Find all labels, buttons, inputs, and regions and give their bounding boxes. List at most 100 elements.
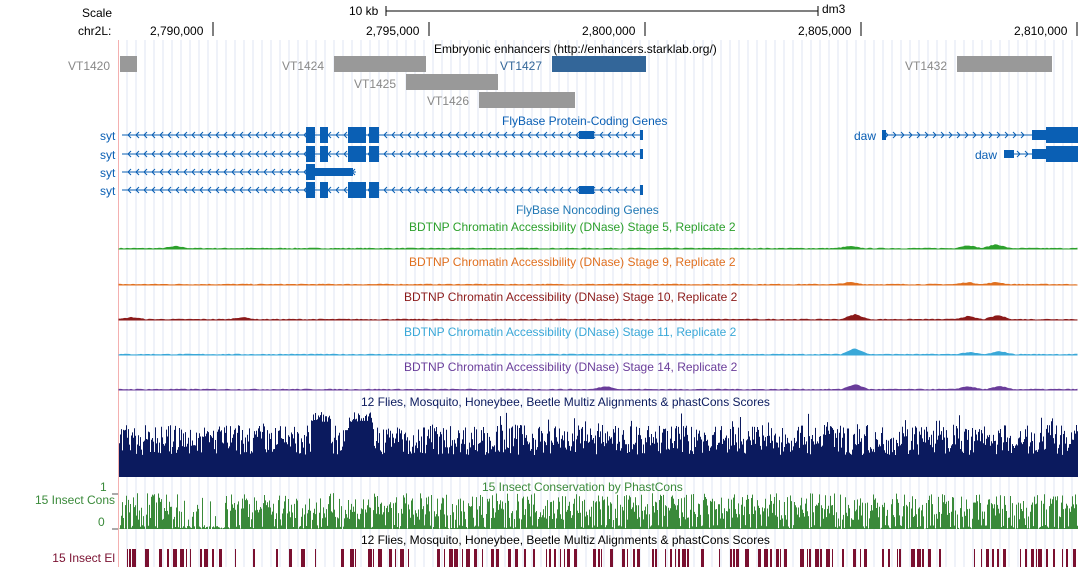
strand-arrow (135, 131, 140, 139)
enhancer-label[interactable]: VT1425 (354, 77, 397, 91)
conserved-element (289, 549, 292, 567)
conserved-element (462, 549, 463, 567)
enhancer-feature[interactable] (957, 56, 1052, 72)
ruler-tick-label: 2,810,000 (1014, 24, 1068, 38)
conserved-element (1003, 549, 1006, 567)
conserved-element (173, 549, 177, 567)
strand-arrow (127, 186, 132, 194)
conserved-element (888, 549, 890, 567)
gene-label-daw[interactable]: daw (854, 129, 877, 143)
conserved-element (524, 549, 526, 567)
strand-arrow (183, 168, 188, 176)
track-title-multiz[interactable]: 12 Flies, Mosquito, Honeybee, Beetle Mul… (361, 395, 770, 409)
strand-arrow (295, 186, 300, 194)
exon-utr (1004, 150, 1014, 158)
track-title-dnase-stage9[interactable]: BDTNP Chromatin Accessibility (DNase) St… (409, 255, 736, 269)
track-title-noncoding[interactable]: FlyBase Noncoding Genes (516, 203, 659, 217)
scale-bar-label: 10 kb (349, 4, 379, 18)
track-title-insect-cons[interactable]: 15 Insect Conservation by PhastCons (482, 480, 683, 494)
conserved-element (200, 549, 202, 567)
conserved-element (832, 549, 833, 567)
dnase-signal (118, 244, 1078, 250)
track-title-dnase-stage14[interactable]: BDTNP Chromatin Accessibility (DNase) St… (404, 360, 738, 374)
enhancer-label-selected[interactable]: VT1427 (500, 59, 543, 73)
side-label-insect-cons[interactable]: 15 Insect Cons (34, 493, 115, 507)
strand-arrow (271, 150, 276, 158)
conserved-element (533, 549, 535, 567)
enhancer-feature[interactable] (406, 74, 498, 90)
enhancer-feature-selected[interactable] (552, 56, 646, 72)
enhancer-label[interactable]: VT1426 (427, 94, 470, 108)
conserved-element (678, 549, 680, 567)
enhancer-label[interactable]: VT1424 (282, 59, 325, 73)
enhancer-label[interactable]: VT1420 (68, 59, 111, 73)
strand-arrow (255, 168, 260, 176)
strand-arrow (479, 131, 484, 139)
conserved-element (652, 549, 654, 567)
conserved-element (212, 549, 214, 567)
strand-arrow (335, 150, 340, 158)
exon-utr (579, 186, 594, 194)
strand-arrow (295, 150, 300, 158)
track-title-dnase-stage11[interactable]: BDTNP Chromatin Accessibility (DNase) St… (404, 325, 737, 339)
gene-label-syt[interactable]: syt (100, 129, 116, 143)
strand-arrow (215, 150, 220, 158)
strand-arrow (223, 131, 228, 139)
strand-arrow (239, 150, 244, 158)
conserved-element (622, 549, 625, 567)
track-title-insect-el[interactable]: 12 Flies, Mosquito, Honeybee, Beetle Mul… (361, 533, 770, 547)
enhancer-feature[interactable] (334, 56, 426, 72)
conserved-element (758, 549, 761, 567)
strand-arrow (279, 150, 284, 158)
strand-arrow (567, 150, 572, 158)
strand-arrow (599, 186, 604, 194)
chrom-label: chr2L: (78, 24, 112, 38)
side-label-insect-el[interactable]: 15 Insect El (52, 551, 115, 565)
strand-arrow (471, 131, 476, 139)
strand-arrow (535, 150, 540, 158)
strand-arrow (407, 186, 412, 194)
enhancer-feature[interactable] (479, 92, 575, 108)
conserved-element (341, 549, 344, 567)
strand-arrow (623, 131, 628, 139)
strand-arrow (551, 150, 556, 158)
conserved-element (593, 549, 596, 567)
gene-label-daw[interactable]: daw (975, 148, 998, 162)
strand-arrow (391, 131, 396, 139)
strand-arrow (271, 168, 276, 176)
strand-arrow (343, 150, 348, 158)
enhancer-feature[interactable] (120, 56, 137, 72)
track-title-enhancers[interactable]: Embryonic enhancers (http://enhancers.st… (434, 42, 717, 56)
conserved-element (701, 549, 704, 567)
strand-arrow (471, 150, 476, 158)
track-title-dnase-stage10[interactable]: BDTNP Chromatin Accessibility (DNase) St… (404, 290, 738, 304)
conserved-element (842, 549, 844, 567)
strand-arrow (607, 186, 612, 194)
strand-arrow (191, 150, 196, 158)
enhancer-label[interactable]: VT1432 (905, 59, 948, 73)
exon (306, 146, 315, 162)
gene-label-syt[interactable]: syt (100, 184, 116, 198)
strand-arrow (495, 186, 500, 194)
track-title-dnase-stage5[interactable]: BDTNP Chromatin Accessibility (DNase) St… (409, 220, 736, 234)
conserved-element (482, 549, 483, 567)
conserved-element (400, 549, 404, 567)
strand-arrow (503, 131, 508, 139)
exon (306, 182, 315, 198)
conserved-element (637, 549, 640, 567)
exon (1046, 127, 1078, 143)
strand-arrow (175, 186, 180, 194)
track-title-genes[interactable]: FlyBase Protein-Coding Genes (502, 114, 668, 128)
conserved-element (665, 549, 666, 567)
strand-arrow (900, 131, 905, 139)
gene-label-syt[interactable]: syt (100, 148, 116, 162)
strand-arrow (415, 150, 420, 158)
strand-arrow (575, 186, 580, 194)
conserved-element (809, 549, 811, 567)
gene-label-syt[interactable]: syt (100, 166, 116, 180)
conserved-element (853, 549, 856, 567)
strand-arrow (223, 168, 228, 176)
conserved-element (670, 549, 672, 567)
